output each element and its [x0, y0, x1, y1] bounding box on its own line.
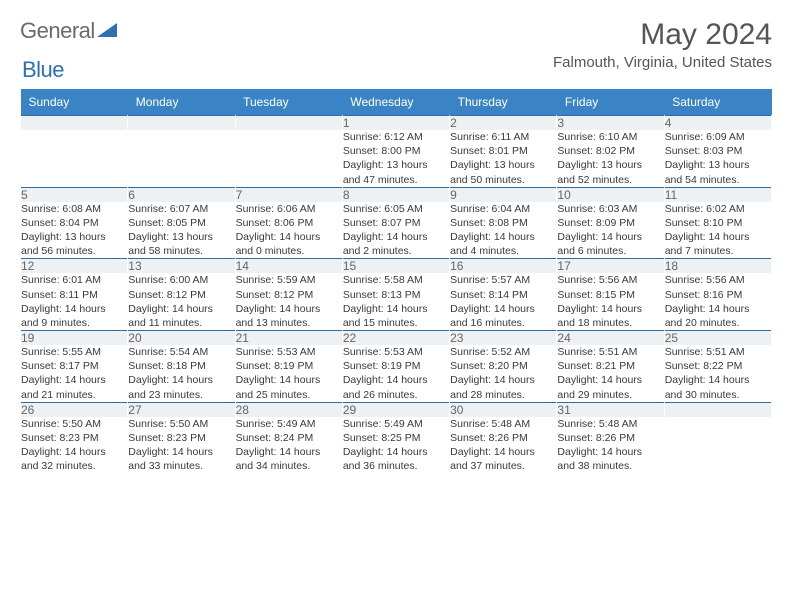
day-number-cell: 29 [342, 402, 449, 417]
day-number-cell: 30 [450, 402, 557, 417]
logo: General [20, 18, 121, 44]
day-detail-cell: Sunrise: 6:02 AMSunset: 8:10 PMDaylight:… [664, 202, 771, 259]
day-header: Saturday [664, 89, 771, 116]
day-number-cell: 17 [557, 259, 664, 274]
day-detail-cell: Sunrise: 5:57 AMSunset: 8:14 PMDaylight:… [450, 273, 557, 330]
day-detail-cell: Sunrise: 5:53 AMSunset: 8:19 PMDaylight:… [235, 345, 342, 402]
day-detail-cell: Sunrise: 5:48 AMSunset: 8:26 PMDaylight:… [450, 417, 557, 474]
calendar-head: SundayMondayTuesdayWednesdayThursdayFrid… [21, 89, 772, 116]
day-detail-cell: Sunrise: 6:08 AMSunset: 8:04 PMDaylight:… [21, 202, 128, 259]
day-number-cell: 23 [450, 331, 557, 346]
day-number-cell [21, 116, 128, 131]
day-number-cell: 10 [557, 187, 664, 202]
day-detail-cell [21, 130, 128, 187]
day-detail-cell: Sunrise: 6:05 AMSunset: 8:07 PMDaylight:… [342, 202, 449, 259]
title-block: May 2024 Falmouth, Virginia, United Stat… [553, 18, 772, 71]
day-number-row: 567891011 [21, 187, 772, 202]
day-detail-cell: Sunrise: 5:54 AMSunset: 8:18 PMDaylight:… [128, 345, 235, 402]
day-number-cell: 20 [128, 331, 235, 346]
day-detail-row: Sunrise: 6:12 AMSunset: 8:00 PMDaylight:… [21, 130, 772, 187]
day-number-cell: 24 [557, 331, 664, 346]
day-number-row: 262728293031 [21, 402, 772, 417]
day-detail-cell: Sunrise: 6:10 AMSunset: 8:02 PMDaylight:… [557, 130, 664, 187]
day-detail-cell: Sunrise: 5:53 AMSunset: 8:19 PMDaylight:… [342, 345, 449, 402]
day-detail-cell: Sunrise: 6:07 AMSunset: 8:05 PMDaylight:… [128, 202, 235, 259]
day-detail-row: Sunrise: 5:55 AMSunset: 8:17 PMDaylight:… [21, 345, 772, 402]
day-detail-cell: Sunrise: 6:01 AMSunset: 8:11 PMDaylight:… [21, 273, 128, 330]
day-number-cell: 9 [450, 187, 557, 202]
day-detail-cell: Sunrise: 5:49 AMSunset: 8:25 PMDaylight:… [342, 417, 449, 474]
day-detail-cell: Sunrise: 5:48 AMSunset: 8:26 PMDaylight:… [557, 417, 664, 474]
day-number-row: 12131415161718 [21, 259, 772, 274]
logo-word1: General [20, 18, 95, 44]
day-header: Friday [557, 89, 664, 116]
day-number-cell: 3 [557, 116, 664, 131]
day-detail-cell: Sunrise: 6:00 AMSunset: 8:12 PMDaylight:… [128, 273, 235, 330]
day-number-cell: 6 [128, 187, 235, 202]
day-detail-cell: Sunrise: 5:56 AMSunset: 8:15 PMDaylight:… [557, 273, 664, 330]
day-detail-cell: Sunrise: 6:11 AMSunset: 8:01 PMDaylight:… [450, 130, 557, 187]
logo-triangle-icon [97, 21, 119, 42]
day-number-cell [128, 116, 235, 131]
day-number-cell: 28 [235, 402, 342, 417]
day-detail-cell: Sunrise: 5:49 AMSunset: 8:24 PMDaylight:… [235, 417, 342, 474]
day-detail-cell: Sunrise: 6:04 AMSunset: 8:08 PMDaylight:… [450, 202, 557, 259]
calendar-table: SundayMondayTuesdayWednesdayThursdayFrid… [20, 89, 772, 473]
day-detail-cell: Sunrise: 5:51 AMSunset: 8:22 PMDaylight:… [664, 345, 771, 402]
day-number-cell: 14 [235, 259, 342, 274]
day-detail-cell: Sunrise: 6:12 AMSunset: 8:00 PMDaylight:… [342, 130, 449, 187]
day-number-cell: 15 [342, 259, 449, 274]
logo-word2: Blue [22, 57, 64, 82]
day-number-cell: 13 [128, 259, 235, 274]
day-detail-cell [235, 130, 342, 187]
day-header: Tuesday [235, 89, 342, 116]
day-detail-cell [664, 417, 771, 474]
day-detail-cell [128, 130, 235, 187]
day-number-cell: 7 [235, 187, 342, 202]
day-number-cell: 25 [664, 331, 771, 346]
calendar-body: 1234 Sunrise: 6:12 AMSunset: 8:00 PMDayl… [21, 116, 772, 474]
day-detail-cell: Sunrise: 6:06 AMSunset: 8:06 PMDaylight:… [235, 202, 342, 259]
day-detail-cell: Sunrise: 5:59 AMSunset: 8:12 PMDaylight:… [235, 273, 342, 330]
day-number-cell: 4 [664, 116, 771, 131]
day-detail-cell: Sunrise: 5:50 AMSunset: 8:23 PMDaylight:… [21, 417, 128, 474]
day-detail-row: Sunrise: 6:08 AMSunset: 8:04 PMDaylight:… [21, 202, 772, 259]
month-title: May 2024 [553, 18, 772, 52]
day-number-cell: 2 [450, 116, 557, 131]
day-number-cell: 19 [21, 331, 128, 346]
day-header: Thursday [450, 89, 557, 116]
day-number-cell [664, 402, 771, 417]
day-number-row: 1234 [21, 116, 772, 131]
day-number-cell: 22 [342, 331, 449, 346]
day-number-cell: 11 [664, 187, 771, 202]
day-number-cell: 16 [450, 259, 557, 274]
day-detail-cell: Sunrise: 6:09 AMSunset: 8:03 PMDaylight:… [664, 130, 771, 187]
day-number-cell: 18 [664, 259, 771, 274]
day-detail-cell: Sunrise: 5:51 AMSunset: 8:21 PMDaylight:… [557, 345, 664, 402]
day-detail-cell: Sunrise: 5:58 AMSunset: 8:13 PMDaylight:… [342, 273, 449, 330]
location: Falmouth, Virginia, United States [553, 54, 772, 71]
day-detail-cell: Sunrise: 6:03 AMSunset: 8:09 PMDaylight:… [557, 202, 664, 259]
day-detail-row: Sunrise: 6:01 AMSunset: 8:11 PMDaylight:… [21, 273, 772, 330]
day-number-cell: 26 [21, 402, 128, 417]
day-header: Wednesday [342, 89, 449, 116]
day-number-cell: 8 [342, 187, 449, 202]
day-header-row: SundayMondayTuesdayWednesdayThursdayFrid… [21, 89, 772, 116]
day-header: Monday [128, 89, 235, 116]
day-detail-row: Sunrise: 5:50 AMSunset: 8:23 PMDaylight:… [21, 417, 772, 474]
day-number-cell: 1 [342, 116, 449, 131]
day-number-row: 19202122232425 [21, 331, 772, 346]
day-number-cell [235, 116, 342, 131]
day-detail-cell: Sunrise: 5:56 AMSunset: 8:16 PMDaylight:… [664, 273, 771, 330]
day-number-cell: 21 [235, 331, 342, 346]
day-detail-cell: Sunrise: 5:52 AMSunset: 8:20 PMDaylight:… [450, 345, 557, 402]
day-number-cell: 12 [21, 259, 128, 274]
day-number-cell: 27 [128, 402, 235, 417]
day-number-cell: 5 [21, 187, 128, 202]
day-header: Sunday [21, 89, 128, 116]
day-detail-cell: Sunrise: 5:50 AMSunset: 8:23 PMDaylight:… [128, 417, 235, 474]
day-number-cell: 31 [557, 402, 664, 417]
day-detail-cell: Sunrise: 5:55 AMSunset: 8:17 PMDaylight:… [21, 345, 128, 402]
